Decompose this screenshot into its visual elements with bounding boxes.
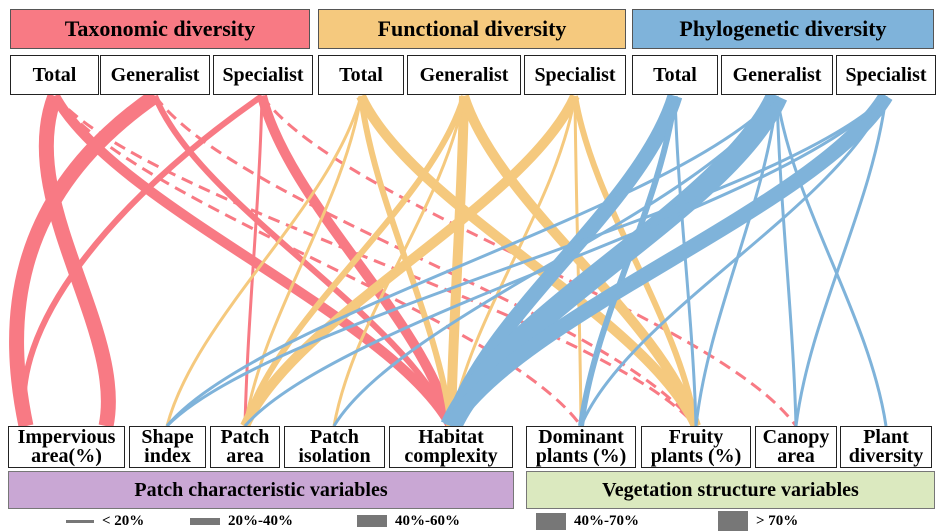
var-impervious-line1: Impervious	[17, 426, 116, 448]
var-isolation-line1: Patch	[310, 426, 359, 448]
link-phy_gen-shape	[165, 95, 779, 427]
link-phy_spe-canopy	[794, 95, 888, 427]
link-fun_spe-fruity	[572, 95, 699, 427]
link-fun_gen-fruity	[459, 94, 701, 428]
var-shape-line2: index	[144, 445, 191, 467]
link-phy_gen-fruity	[694, 95, 779, 427]
legend-label-3: 40%-60%	[395, 512, 460, 529]
var-patch-area-line1: Patch	[220, 426, 270, 448]
var-isolation-line2: isolation	[298, 445, 371, 467]
link-tax_total-fruity	[53, 95, 698, 427]
var-habitat-line1: Habitat	[418, 426, 484, 448]
link-fun_gen-patch_area	[242, 95, 467, 427]
link-phy_gen-canopy	[775, 95, 798, 427]
group-patch-characteristics: Patch characteristic variables	[8, 471, 514, 509]
link-fun_spe-patch_area	[240, 93, 580, 429]
link-fun_total-patch_area	[243, 95, 363, 427]
group-vegetation-structure: Vegetation structure variables	[526, 471, 935, 509]
fun-total-label: Total	[318, 55, 404, 95]
legend-label-4: 40%-70%	[574, 512, 639, 529]
tax-generalist-label: Generalist	[100, 55, 210, 95]
var-patch-area: Patch area	[210, 426, 280, 468]
legend-swatch-1	[66, 519, 94, 523]
link-fun_gen-habitat	[446, 95, 469, 427]
var-plant-div-line2: diversity	[848, 445, 924, 467]
legend-item-40-60: 40%-60%	[357, 511, 460, 531]
link-phy_gen-plant_div	[775, 95, 888, 427]
var-patch-isolation: Patch isolation	[284, 426, 385, 468]
link-layer	[9, 89, 893, 431]
header-functional-diversity: Functional diversity	[318, 9, 626, 49]
phy-specialist-label: Specialist	[836, 55, 936, 95]
legend-swatch-5	[718, 511, 748, 531]
link-phy_spe-patch_area	[243, 95, 888, 427]
link-tax_spe-impervious	[20, 93, 264, 427]
header-taxonomic-diversity: Taxonomic diversity	[10, 9, 310, 49]
tax-specialist-label: Specialist	[213, 55, 313, 95]
var-habitat-complexity: Habitat complexity	[389, 426, 513, 468]
var-plant-div-line1: Plant	[863, 426, 909, 448]
link-phy_total-fruity	[673, 95, 698, 427]
var-fruity-line2: plants (%)	[650, 445, 742, 467]
var-dominant-line2: plants (%)	[535, 445, 627, 467]
header-phylogenetic-diversity: Phylogenetic diversity	[632, 9, 934, 49]
var-habitat-line2: complexity	[404, 445, 498, 467]
legend-item-lt20: < 20%	[66, 511, 144, 531]
link-tax_total-impervious	[38, 93, 116, 428]
link-tax_gen-impervious	[9, 89, 160, 428]
legend-swatch-4	[536, 512, 566, 530]
legend-item-20-40: 20%-40%	[190, 511, 293, 531]
link-fun_spe-dominant	[573, 95, 583, 427]
link-phy_spe-dominant	[579, 95, 888, 427]
legend-swatch-2	[190, 517, 220, 525]
link-tax_spe-canopy	[260, 95, 798, 427]
var-canopy-line1: Canopy	[762, 426, 830, 448]
fun-specialist-label: Specialist	[524, 55, 626, 95]
var-shape-index: Shape index	[129, 426, 206, 468]
var-canopy-line2: area	[777, 445, 815, 467]
var-fruity-plants: Fruity plants (%)	[641, 426, 751, 468]
fun-generalist-label: Generalist	[407, 55, 521, 95]
var-plant-diversity: Plant diversity	[840, 426, 932, 468]
link-fun_gen-isolation	[332, 95, 466, 427]
phy-generalist-label: Generalist	[721, 55, 833, 95]
legend-label-2: 20%-40%	[228, 512, 293, 529]
var-dominant-plants: Dominant plants (%)	[526, 426, 636, 468]
legend-item-gt70: > 70%	[718, 511, 798, 531]
link-tax_spe-patch_area	[243, 95, 264, 427]
link-phy_spe-shape	[165, 94, 888, 428]
legend-item-40-70: 40%-70%	[536, 511, 639, 531]
legend-label-1: < 20%	[102, 512, 145, 529]
legend-swatch-3	[357, 515, 387, 527]
var-impervious-line2: area(%)	[31, 445, 102, 467]
link-phy_spe-habitat	[444, 92, 893, 430]
link-fun_total-shape	[165, 95, 363, 427]
var-dominant-line1: Dominant	[538, 426, 624, 448]
legend-label-5: > 70%	[756, 512, 799, 529]
var-fruity-line1: Fruity	[668, 426, 724, 448]
phy-total-label: Total	[632, 55, 718, 95]
tax-total-label: Total	[10, 55, 99, 95]
var-shape-line1: Shape	[141, 426, 194, 448]
var-patch-area-line2: area	[226, 445, 264, 467]
var-canopy-area: Canopy area	[755, 426, 837, 468]
link-fun_spe-habitat	[449, 95, 577, 427]
var-impervious-area: Impervious area(%)	[8, 426, 125, 468]
